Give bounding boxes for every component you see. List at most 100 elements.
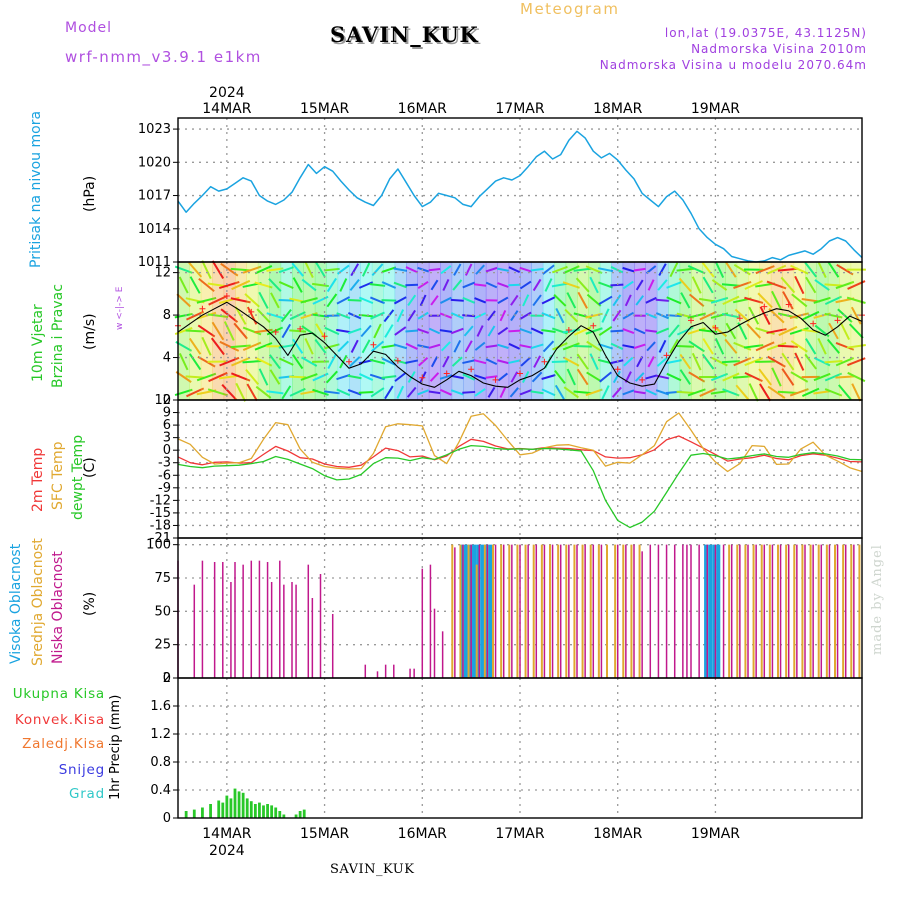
precip-bar xyxy=(302,809,306,818)
wind-barb xyxy=(666,359,682,365)
temp-y-tick-label: -12 xyxy=(150,493,171,508)
wind-barb xyxy=(497,343,509,349)
wind-barb xyxy=(541,312,556,320)
wind-barb xyxy=(485,266,498,273)
wind-barb xyxy=(230,344,251,349)
wind-barb xyxy=(230,297,251,304)
wind-barb xyxy=(759,383,772,402)
wind-barb xyxy=(835,357,855,367)
temp-unit-label: (C) xyxy=(82,457,98,478)
wind-barb xyxy=(254,356,273,367)
wind-barb xyxy=(281,385,292,400)
wind-gust-marker xyxy=(688,317,694,324)
wind-barb xyxy=(519,389,532,396)
wind-barb xyxy=(291,262,304,277)
wind-barb xyxy=(497,372,509,382)
wind-axis-label-2: Brzina i Pravac xyxy=(50,284,66,388)
wind-barb xyxy=(233,322,248,340)
wind-barb xyxy=(610,283,624,287)
wind-barb xyxy=(428,268,441,272)
wind-barb xyxy=(658,263,667,277)
wind-barb xyxy=(680,292,691,309)
temp-panel-frame xyxy=(177,399,863,539)
wind-barb xyxy=(442,279,450,291)
wind-barb xyxy=(369,296,386,305)
wind-barb xyxy=(563,356,580,367)
wind-barb xyxy=(258,291,269,309)
wind-barb xyxy=(757,292,773,309)
wind-barb xyxy=(315,323,326,339)
wind-barb xyxy=(668,324,680,338)
wind-barb xyxy=(688,293,705,308)
temp-y-tick-label: 12 xyxy=(154,393,171,408)
wind-barb xyxy=(573,390,592,395)
wind-barb xyxy=(234,306,247,325)
wind-barb xyxy=(510,371,519,383)
wind-barb xyxy=(657,279,668,291)
wind-barb xyxy=(242,359,262,364)
wind-barb xyxy=(485,344,498,349)
wind-barb xyxy=(497,267,509,272)
wind-barb xyxy=(780,276,796,294)
wind-barb xyxy=(230,267,251,272)
wind-barb xyxy=(824,283,843,287)
wind-barb xyxy=(189,276,201,294)
wind-barb xyxy=(702,276,714,294)
wind-barb xyxy=(531,371,543,383)
wind-barb xyxy=(791,293,808,308)
precip-bar xyxy=(209,804,212,818)
wind-barb xyxy=(725,261,737,278)
wind-barb xyxy=(280,309,292,323)
wind-barb xyxy=(691,276,702,294)
temp-dewpt-line xyxy=(177,444,863,529)
wind-barb xyxy=(499,386,507,398)
wind-barb xyxy=(417,328,429,334)
wind-barb xyxy=(573,267,592,272)
wind-barb xyxy=(612,294,622,307)
wind-barb xyxy=(656,356,669,367)
wind-barb xyxy=(566,368,576,386)
wind-barb xyxy=(585,388,603,397)
wind-barb xyxy=(801,387,820,397)
wind-barb xyxy=(576,353,589,370)
wind-barb xyxy=(430,356,439,368)
wind-barb xyxy=(744,371,763,383)
wind-barb xyxy=(315,261,326,278)
wind-barb xyxy=(586,340,603,352)
wind-barb xyxy=(721,283,740,287)
wind-gust-marker xyxy=(736,315,743,322)
wind-barb xyxy=(210,337,225,356)
wind-y-tick-label: 4 xyxy=(163,351,171,366)
precip-bar xyxy=(233,788,237,818)
wind-barb xyxy=(475,264,485,275)
wind-barb xyxy=(555,308,565,324)
wind-barb xyxy=(794,352,805,371)
precip-bar xyxy=(201,807,204,818)
wind-barb xyxy=(220,262,239,277)
wind-barb xyxy=(699,310,717,321)
wind-barb xyxy=(562,281,580,289)
wind-barb xyxy=(406,386,417,398)
wind-barb xyxy=(312,388,329,396)
wind-barb xyxy=(698,328,718,334)
wind-barb xyxy=(186,387,205,398)
wind-barb xyxy=(824,359,843,364)
precip-bar xyxy=(241,792,245,818)
legend-total-rain: Ukupna Kisa xyxy=(12,686,105,702)
wind-barb xyxy=(566,292,577,309)
wind-barb xyxy=(487,386,496,398)
wind-barb xyxy=(655,374,670,380)
wind-gust-marker xyxy=(663,352,670,359)
time-axis-bottom-label: 16MAR xyxy=(398,826,447,842)
wind-barb xyxy=(544,278,553,292)
wind-barb xyxy=(744,357,764,367)
wind-barb xyxy=(781,368,795,386)
cloud-axis-label-mid: Srednja Oblacnost xyxy=(30,538,46,666)
wind-barb xyxy=(508,342,521,350)
precip-bar xyxy=(245,798,249,818)
wind-barb xyxy=(838,384,852,401)
wind-barb xyxy=(197,355,216,368)
wind-barb xyxy=(835,280,855,290)
wind-y-tick-label: 8 xyxy=(163,308,171,323)
wind-barb xyxy=(635,279,644,291)
